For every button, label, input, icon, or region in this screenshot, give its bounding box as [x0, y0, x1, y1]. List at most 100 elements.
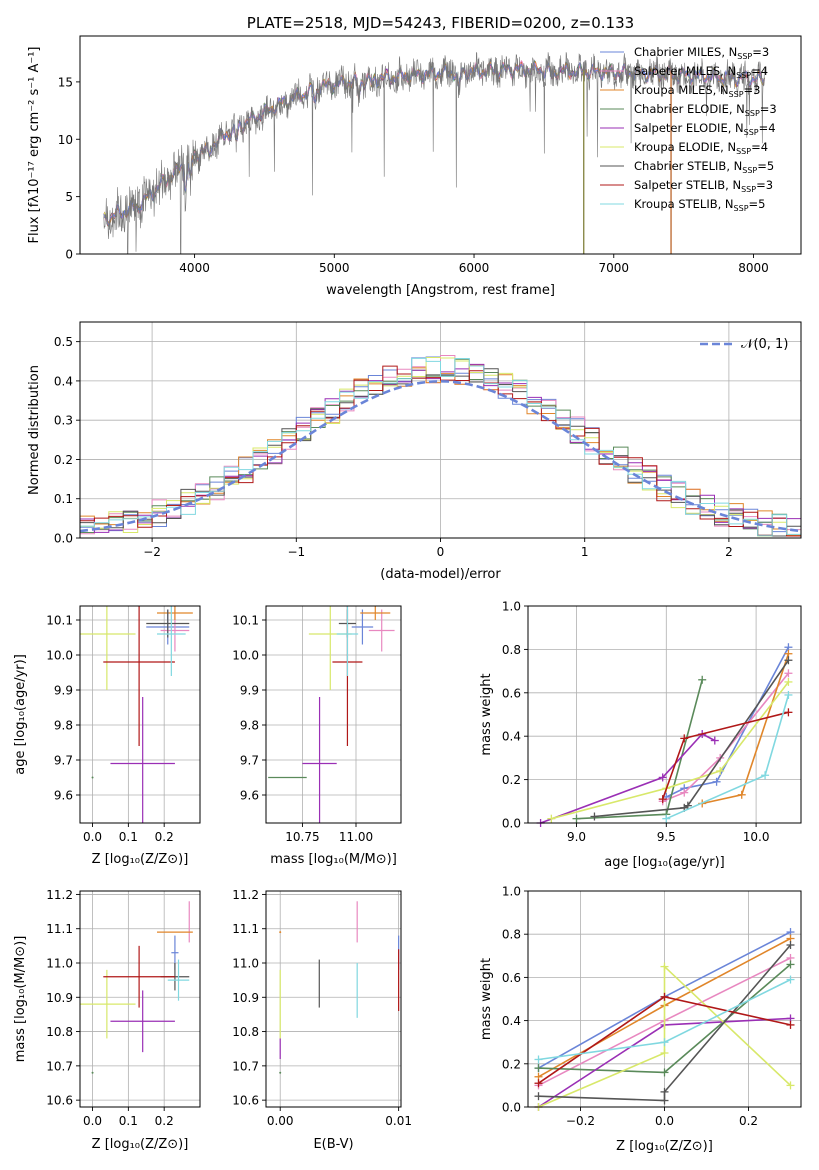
series-chabrier-stelib — [590, 656, 793, 821]
y-tick-label: 10.9 — [232, 991, 259, 1005]
legend-label-text: Chabrier MILES, N — [634, 45, 737, 59]
x-tick-label: 0 — [437, 545, 445, 559]
y-tick-label: 0.4 — [54, 374, 73, 388]
errorbar-kroupa-elodie — [80, 969, 136, 1039]
y-axis-label: Flux [fλ10⁻¹⁷ erg cm⁻² s⁻¹ A⁻¹] — [27, 47, 42, 244]
legend-label-text: Kroupa MILES, N — [634, 83, 729, 97]
errorbar-kroupa-stelib — [336, 606, 359, 676]
series-lines — [536, 643, 793, 827]
errorbar-chabrier-elodie — [91, 776, 94, 779]
plot-frame — [527, 605, 802, 824]
y-tick-label: 0.6 — [502, 686, 521, 700]
chart-title: PLATE=2518, MJD=54243, FIBERID=0200, z=0… — [247, 14, 634, 32]
series-line — [594, 659, 790, 818]
y-tick-label: 9.6 — [54, 789, 73, 803]
mass-weight-vs-metallicity-panel: −0.2 0.0 0.2 0.0 0.2 0.4 0.6 0.8 1.0 Z [log₁₀(Z/Z… — [479, 885, 802, 1154]
x-tick-label: 0.2 — [739, 1114, 758, 1128]
series-line — [538, 944, 792, 1102]
x-tick-label: −1 — [287, 545, 305, 559]
y-tick-label: 10.8 — [46, 1025, 73, 1039]
data-point — [91, 776, 94, 779]
error-bars — [279, 901, 400, 1074]
y-tick-label: 0.6 — [502, 971, 521, 985]
errorbar-salpeter-elodie — [110, 697, 175, 823]
errorbar-salpeter-miles — [368, 609, 395, 652]
y-axis-label: mass weight — [479, 673, 494, 755]
series-line — [662, 672, 790, 803]
y-tick-label: 0.0 — [502, 1101, 521, 1115]
legend-label-text: Salpeter ELODIE, N — [634, 121, 744, 135]
legend-label: Chabrier ELODIE, NSSP=3 — [634, 102, 777, 118]
plot-frame — [265, 605, 402, 824]
y-tick-label: 9.7 — [240, 754, 259, 768]
legend-label-count: =3 — [756, 178, 773, 192]
errorbar-kroupa-stelib — [157, 606, 186, 676]
legend-label-subscript: SSP — [745, 109, 760, 118]
errorbar-chabrier-miles — [351, 609, 374, 645]
x-tick-label: −2 — [143, 545, 161, 559]
y-tick-label: 0.1 — [54, 492, 73, 506]
legend-label: Chabrier MILES, NSSP=3 — [634, 45, 769, 61]
x-axis-label: (data-model)/error — [380, 567, 501, 582]
data-point — [279, 931, 282, 934]
mass-weight-vs-age-panel: 9.0 9.5 10.0 0.0 0.2 0.4 0.6 0.8 1.0 age [log₁₀(a… — [479, 600, 802, 870]
plot-frame — [79, 35, 802, 255]
y-tick-label: 15 — [58, 75, 73, 89]
y-axis-label: age [log₁₀(age/yr)] — [13, 654, 28, 775]
error-bars — [80, 606, 193, 823]
legend-label-subscript: SSP — [737, 52, 752, 61]
errorbar-chabrier-stelib — [146, 609, 190, 638]
x-tick-label: 8000 — [738, 261, 769, 275]
series-line — [540, 733, 716, 824]
errorbar-kroupa-stelib — [167, 959, 190, 1001]
y-tick-label: 10 — [58, 133, 73, 147]
legend-label-count: =4 — [751, 64, 768, 78]
y-axis-label: mass weight — [479, 958, 494, 1040]
x-tick-label: 6000 — [459, 261, 490, 275]
errorbar-kroupa-miles — [279, 931, 282, 934]
y-tick-label: 0.5 — [54, 335, 73, 349]
y-tick-label: 11.0 — [46, 957, 73, 971]
plot-frame — [79, 605, 201, 824]
y-tick-label: 10.1 — [46, 614, 73, 628]
x-axis-label: mass [log₁₀(M/M⊙)] — [270, 852, 397, 867]
y-tick-label: 0.4 — [502, 1014, 521, 1028]
legend-label: Salpeter ELODIE, NSSP=4 — [634, 121, 776, 137]
legend-label: Chabrier STELIB, NSSP=5 — [634, 159, 774, 175]
y-tick-label: 1.0 — [502, 885, 521, 899]
y-tick-label: 11.2 — [46, 888, 73, 902]
legend-label-count: =3 — [752, 45, 769, 59]
x-tick-label: 5000 — [319, 261, 350, 275]
legend-label-count: =5 — [749, 197, 766, 211]
x-tick-label: 0.01 — [385, 1114, 412, 1128]
x-axis-label: E(B-V) — [313, 1137, 353, 1152]
series-kroupa-stelib — [662, 690, 793, 823]
y-tick-label: 0 — [65, 248, 73, 262]
x-tick-label: 4000 — [179, 261, 210, 275]
error-bars — [80, 901, 193, 1074]
series-line — [665, 694, 790, 820]
legend-label-subscript: SSP — [741, 185, 756, 194]
y-tick-label: 10.1 — [232, 614, 259, 628]
legend-label-text: Chabrier ELODIE, N — [634, 102, 745, 116]
normal-distribution-curve — [80, 379, 801, 533]
errorbar-kroupa-elodie — [80, 606, 136, 690]
y-tick-label: 10.0 — [46, 649, 73, 663]
legend-label-subscript: SSP — [736, 147, 751, 156]
legend-label-subscript: SSP — [744, 128, 759, 137]
y-tick-label: 10.0 — [232, 649, 259, 663]
data-point — [91, 1071, 94, 1074]
y-tick-label: 0.8 — [502, 643, 521, 657]
residual-histogram-panel: −2 −1 0 1 2 0.0 0.1 0.2 0.3 0.4 0.5 (data-model)/er… — [27, 321, 802, 582]
x-tick-label: 10.0 — [743, 830, 770, 844]
error-bars — [268, 606, 395, 823]
legend-label: Kroupa STELIB, NSSP=5 — [634, 197, 765, 213]
y-tick-label: 10.7 — [46, 1059, 73, 1073]
x-axis-label: Z [log₁₀(Z/Z⊙)] — [616, 1139, 713, 1154]
plot-frame — [265, 890, 402, 1108]
x-tick-label: 9.0 — [567, 830, 586, 844]
x-tick-label: 9.5 — [657, 830, 676, 844]
age-vs-metallicity-panel: 0.0 0.1 0.2 9.6 9.7 9.8 9.9 10.0 10.1 Z [log₁₀(Z/… — [13, 605, 201, 867]
x-tick-label: 0.1 — [119, 1114, 138, 1128]
